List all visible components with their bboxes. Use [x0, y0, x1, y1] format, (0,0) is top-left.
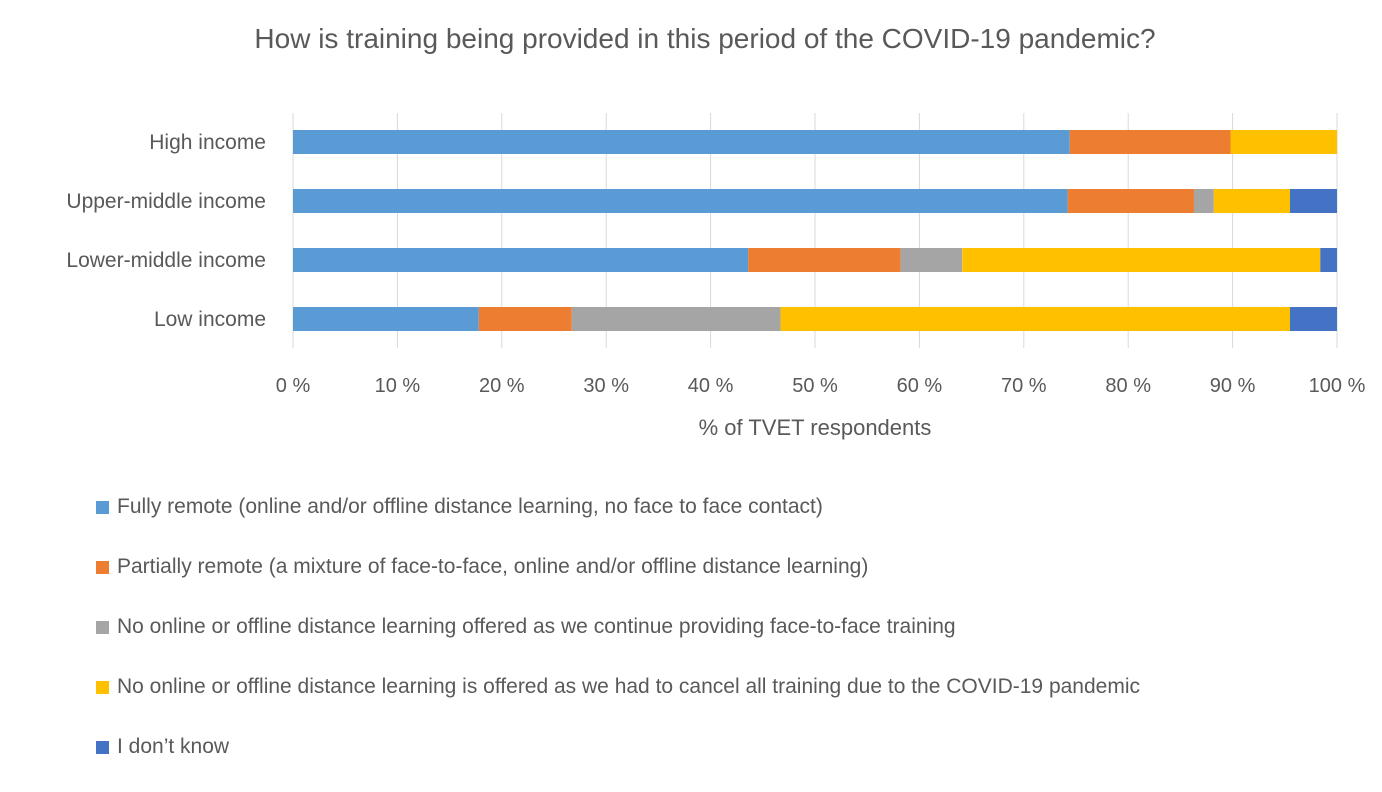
bar-segment [1069, 130, 1231, 154]
x-tick-label: 50 % [792, 375, 838, 397]
x-tick-labels: 0 % 10 % 20 % 30 % 40 % 50 % 60 % 70 % 80 % 90 % 1… [276, 375, 1366, 397]
chart-title: How is training being provided in this p… [254, 23, 1155, 54]
x-axis-title: % of TVET respondents [699, 415, 932, 440]
x-tick-label: 10 % [375, 375, 421, 397]
bar-segment [571, 307, 781, 331]
category-label: Low income [154, 308, 266, 331]
x-tick-label: 90 % [1210, 375, 1256, 397]
legend-label: Fully remote (online and/or offline dist… [117, 495, 823, 518]
bar-segment [293, 130, 1070, 154]
bar-segment [1193, 189, 1214, 213]
bar-segment [962, 248, 1321, 272]
legend-item: Partially remote (a mixture of face-to-f… [96, 552, 1140, 582]
bar-segment [293, 307, 479, 331]
x-tick-label: 60 % [897, 375, 943, 397]
legend-item: Fully remote (online and/or offline dist… [96, 492, 1140, 522]
bar-segment [748, 248, 901, 272]
legend-label: I don’t know [117, 735, 230, 758]
legend-label: No online or offline distance learning i… [117, 675, 1141, 698]
legend-swatch [96, 740, 109, 754]
legend-label: Partially remote (a mixture of face-to-f… [117, 555, 869, 578]
legend-item: I don’t know [96, 732, 1140, 762]
bar-segment [1290, 189, 1337, 213]
x-tick-label: 30 % [583, 375, 629, 397]
x-tick-label: 40 % [688, 375, 734, 397]
bar-segment [1320, 248, 1337, 272]
legend-swatch [96, 680, 109, 694]
legend-swatch [96, 620, 109, 634]
legend-swatch [96, 560, 109, 574]
bar-segment [293, 248, 749, 272]
category-label: Lower-middle income [66, 249, 266, 272]
category-label: Upper-middle income [66, 190, 266, 213]
bars [293, 130, 1337, 331]
x-tick-label: 20 % [479, 375, 525, 397]
bar-segment [1290, 307, 1337, 331]
x-tick-label: 80 % [1105, 375, 1151, 397]
bar-segment [478, 307, 572, 331]
category-label: High income [149, 131, 266, 154]
bar-segment [1230, 130, 1337, 154]
bar-segment [780, 307, 1291, 331]
x-tick-label: 100 % [1309, 375, 1366, 397]
bar-segment [1067, 189, 1194, 213]
legend: Fully remote (online and/or offline dist… [96, 492, 1140, 792]
bar-segment [900, 248, 963, 272]
bar-segment [1213, 189, 1291, 213]
legend-item: No online or offline distance learning i… [96, 672, 1140, 702]
category-labels: High income Upper-middle income Lower-midd… [66, 131, 266, 331]
legend-item: No online or offline distance learning o… [96, 612, 1140, 642]
x-tick-label: 70 % [1001, 375, 1047, 397]
chart-plot: How is training being provided in this p… [66, 23, 1366, 440]
legend-label: No online or offline distance learning o… [117, 615, 956, 638]
x-tick-label: 0 % [276, 375, 311, 397]
legend-swatch [96, 500, 109, 514]
bar-segment [293, 189, 1068, 213]
